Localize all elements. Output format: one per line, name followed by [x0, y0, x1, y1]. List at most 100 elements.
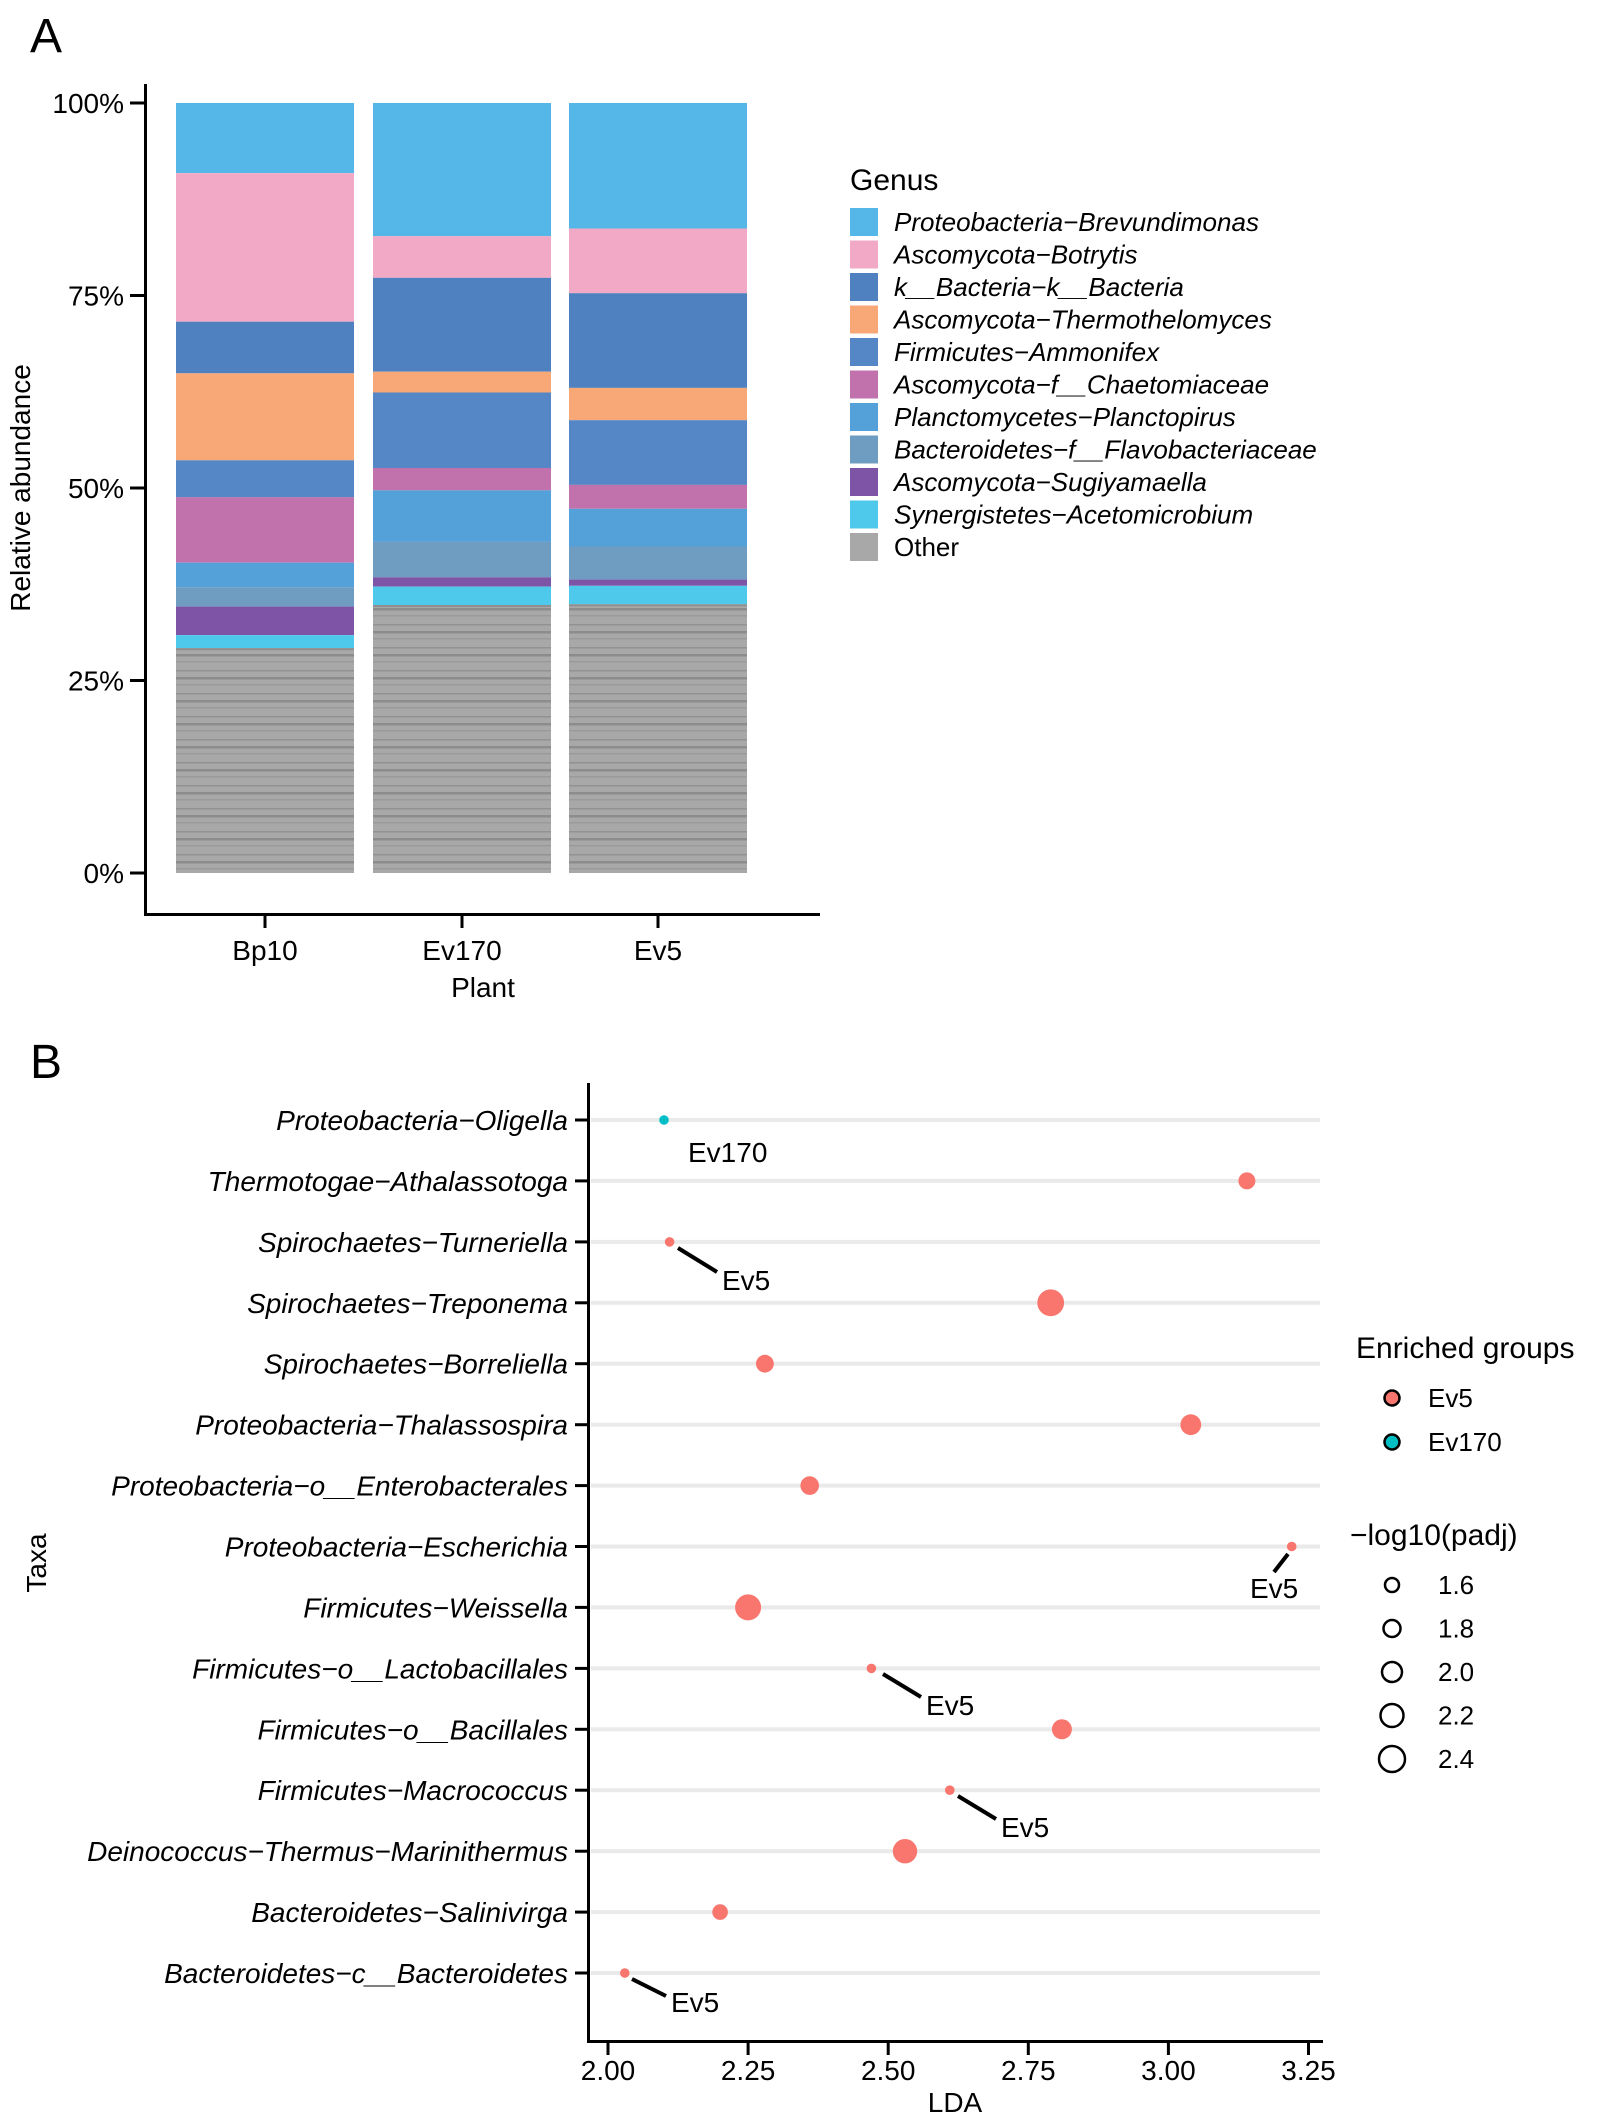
y-tick-mark: [575, 1423, 587, 1427]
bar-segment: [373, 468, 551, 491]
grid-line: [591, 1239, 1320, 1244]
bar-segment: [176, 460, 354, 498]
x-tick-mark: [263, 916, 267, 928]
panel-a-y-axis-title: Relative abundance: [5, 364, 36, 612]
legend-item-label: Firmicutes−Ammonifex: [894, 337, 1160, 367]
bar-segment: [569, 579, 747, 586]
annotation-leader-line: [1272, 1552, 1290, 1574]
legend-swatch: [850, 468, 878, 496]
bar-segment: [373, 277, 551, 372]
taxa-label: Thermotogae−Athalassotoga: [208, 1166, 568, 1197]
panel-b-y-ticks: Proteobacteria−Oligella Thermotogae−Athal…: [87, 1105, 587, 1989]
legend-swatch: [850, 338, 878, 366]
y-tick-mark: [575, 1240, 587, 1244]
legend-swatch: [850, 403, 878, 431]
bar-segment: [373, 371, 551, 393]
bar-segment-edge: [373, 605, 551, 607]
y-tick-label: 25%: [68, 666, 124, 697]
taxa-label: Proteobacteria−Thalassospira: [195, 1410, 568, 1441]
bar-segment: [176, 373, 354, 461]
x-tick-label: Ev5: [634, 935, 682, 966]
taxa-label: Bacteroidetes−Salinivirga: [251, 1897, 568, 1928]
scatter-point: [712, 1904, 728, 1920]
bar-segment: [373, 392, 551, 468]
bar-segment: [569, 420, 747, 485]
bar-segment-edge: [569, 604, 747, 607]
stacked-bars: [176, 103, 747, 873]
grid-line: [591, 1361, 1320, 1366]
bar-segment: [176, 648, 354, 873]
bar-segment: [176, 173, 354, 322]
x-tick-label: 3.00: [1141, 2055, 1196, 2086]
genus-legend-title: Genus: [850, 164, 938, 197]
y-tick-mark: [575, 1118, 587, 1122]
bar-segment: [176, 497, 354, 563]
group-legend-dot: [1383, 1433, 1401, 1451]
scatter-point: [1238, 1172, 1256, 1190]
y-tick-mark: [130, 679, 144, 682]
grid-line: [591, 1178, 1320, 1183]
legend-item-label: Bacteroidetes−f__Flavobacteriaceae: [894, 435, 1317, 465]
bar-segment: [569, 293, 747, 388]
scatter-point: [1037, 1289, 1065, 1317]
y-tick-mark: [130, 871, 144, 875]
legend-item-label: k__Bacteria−k__Bacteria: [894, 272, 1184, 302]
scatter-point: [756, 1354, 774, 1373]
grid-line: [591, 1118, 1320, 1122]
panel-a: 100% 75% 50% 25% 0% Bp10 Ev170 Ev5 Plant Relat…: [5, 84, 1317, 1003]
panel-a-x-axis-title: Plant: [451, 972, 515, 1003]
size-legend-label: 1.6: [1438, 1570, 1474, 1600]
annotation-leader-line: [956, 1794, 998, 1821]
group-legend-label: Ev170: [1428, 1427, 1502, 1457]
x-tick-label: 2.50: [861, 2055, 916, 2086]
taxa-label: Spirochaetes−Borreliella: [264, 1349, 568, 1380]
scatter-point: [800, 1476, 819, 1495]
x-tick-mark: [1307, 2043, 1310, 2055]
y-tick-mark: [575, 1484, 587, 1488]
size-legend-circle: [1382, 1618, 1402, 1639]
size-legend-circle: [1380, 1660, 1404, 1684]
annotation-label: Ev5: [926, 1690, 974, 1721]
panel-a-y-axis-line: [144, 84, 147, 916]
size-legend-circle: [1379, 1702, 1405, 1729]
y-tick-label: 75%: [68, 281, 124, 312]
bar-segment: [373, 577, 551, 587]
legend-swatch: [850, 273, 878, 301]
genus-legend: Proteobacteria−BrevundimonasAscomycota−B…: [850, 207, 1317, 562]
size-legend-label: 1.8: [1438, 1614, 1474, 1644]
bar-segment: [569, 103, 747, 229]
legend-swatch: [850, 240, 878, 269]
annotation-leader-line: [676, 1246, 719, 1274]
panel-a-x-axis-line: [144, 913, 820, 916]
panel-a-x-ticks: Bp10 Ev170 Ev5: [232, 916, 682, 966]
size-legend-circle: [1377, 1744, 1407, 1774]
grid-line: [591, 1422, 1320, 1427]
y-tick-label: 50%: [68, 473, 124, 504]
bar-segment: [373, 236, 551, 278]
scatter-point: [1286, 1541, 1297, 1552]
y-tick-mark: [575, 1727, 587, 1731]
annotation-label: Ev5: [671, 1987, 719, 2018]
grid-line: [591, 1910, 1320, 1915]
legend-item-label: Ascomycota−Botrytis: [892, 240, 1137, 270]
taxa-label: Deinococcus−Thermus−Marinithermus: [87, 1836, 568, 1867]
scatter-point: [664, 1237, 675, 1247]
legend-swatch: [850, 533, 878, 561]
point-annotations: Ev170 Ev5 Ev5 Ev5 Ev5 Ev5: [631, 1137, 1298, 2018]
taxa-label: Proteobacteria−o__Enterobacterales: [111, 1471, 568, 1502]
legend-swatch: [850, 370, 878, 399]
size-legend-title: −log10(padj): [1350, 1519, 1518, 1552]
panel-b: Proteobacteria−Oligella Thermotogae−Athal…: [21, 1083, 1574, 2118]
annotation-leader-line: [881, 1672, 923, 1699]
y-tick-mark: [130, 486, 144, 490]
scatter-points: [620, 1115, 1297, 1978]
x-tick-mark: [886, 2043, 890, 2055]
x-tick-label: Bp10: [232, 935, 297, 966]
y-tick-mark: [575, 1301, 587, 1305]
grid-line: [591, 1300, 1320, 1305]
y-tick-mark: [575, 1362, 587, 1366]
legend-item-label: Ascomycota−f__Chaetomiaceae: [892, 370, 1269, 400]
x-tick-mark: [460, 916, 464, 928]
y-tick-mark: [575, 1849, 587, 1853]
